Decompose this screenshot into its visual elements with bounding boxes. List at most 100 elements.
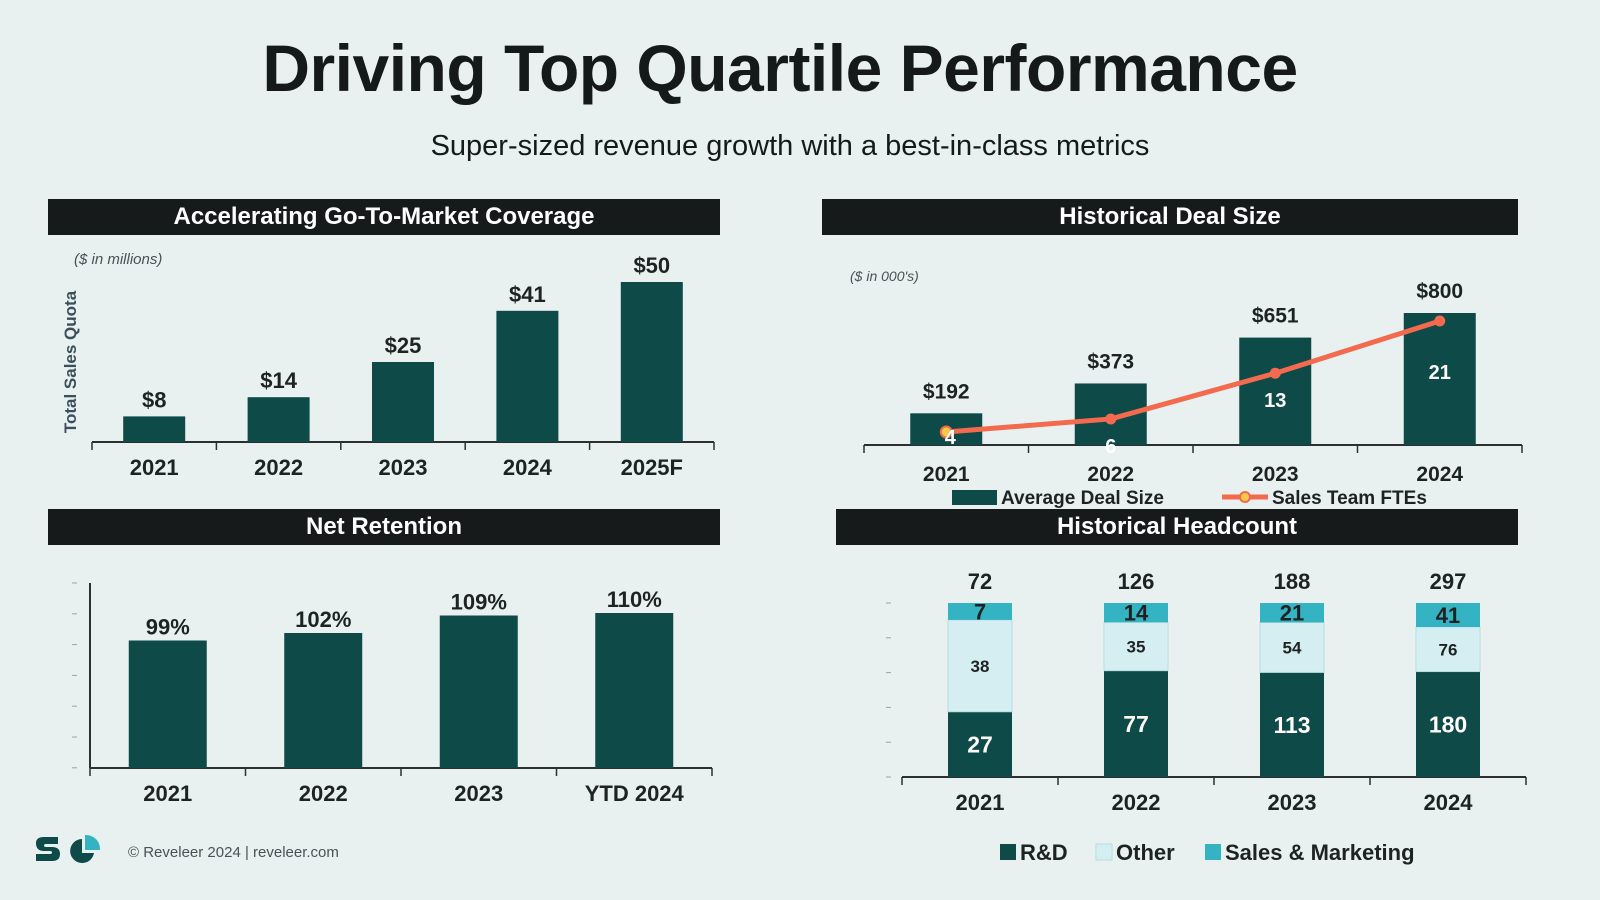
- headcount-label-other: 76: [1439, 640, 1458, 659]
- headcount-bar-rd: [1416, 671, 1480, 777]
- company-logo: [34, 833, 104, 872]
- deal-fte-label: 4: [945, 427, 957, 449]
- headcount-bar-sales-marketing: [1416, 603, 1480, 628]
- legend-label-sales-marketing: Sales & Marketing: [1225, 840, 1415, 865]
- deal-fte-line: [946, 318, 1441, 435]
- deal-data-label: $651: [1252, 305, 1299, 328]
- headcount-label-other: 38: [971, 657, 990, 676]
- headcount-label-rd: 77: [1123, 711, 1149, 737]
- deal-x-tick-label: 2023: [1252, 463, 1299, 486]
- legend-swatch-sales-marketing: [1205, 844, 1221, 860]
- retention-x-tick-label: 2021: [143, 781, 192, 806]
- gtm-data-label: $25: [385, 333, 422, 358]
- page-title: Driving Top Quartile Performance: [262, 31, 1298, 105]
- retention-bar: [439, 615, 518, 768]
- retention-bar: [595, 613, 674, 768]
- gtm-x-tick-label: 2022: [254, 455, 303, 480]
- deal-data-label: $800: [1416, 280, 1463, 303]
- headcount-total-label: 72: [968, 569, 992, 594]
- headcount-label-sales-marketing: 7: [974, 599, 986, 624]
- deal-fte-point: [1269, 367, 1281, 379]
- deal-panel-header: Historical Deal Size: [822, 199, 1518, 235]
- legend-swatch-average-deal-size: [952, 490, 997, 505]
- deal-fte-label: 21: [1429, 362, 1451, 384]
- headcount-panel-header: Historical Headcount: [836, 509, 1518, 545]
- headcount-bar-other: [1103, 621, 1169, 672]
- gtm-x-tick-label: 2023: [379, 455, 428, 480]
- gtm-x-tick-label: 2021: [130, 455, 179, 480]
- retention-x-tick-label: YTD 2024: [585, 781, 685, 806]
- gtm-y-axis-label: Total Sales Quota: [61, 290, 80, 433]
- headcount-bar-other: [1415, 626, 1481, 673]
- footer-copyright: © Reveleer 2024 | reveleer.com: [128, 844, 339, 861]
- headcount-bar-rd: [1260, 672, 1324, 777]
- legend-marker-sales-team-ftes: [1239, 491, 1251, 503]
- headcount-bar-rd: [948, 711, 1012, 777]
- headcount-x-tick-label: 2023: [1268, 790, 1317, 815]
- retention-panel-header: Net Retention: [48, 509, 720, 545]
- headcount-x-tick-label: 2022: [1112, 790, 1161, 815]
- headcount-x-tick-label: 2024: [1424, 790, 1474, 815]
- retention-data-label: 109%: [451, 590, 507, 615]
- gtm-data-label: $8: [142, 387, 166, 412]
- headcount-label-other: 35: [1127, 638, 1146, 657]
- deal-fte-label: 13: [1264, 390, 1286, 412]
- legend-swatch-other: [1095, 843, 1113, 861]
- headcount-label-rd: 180: [1429, 712, 1467, 738]
- gtm-data-label: $50: [633, 253, 670, 278]
- deal-unit-note: ($ in 000's): [850, 268, 919, 284]
- gtm-unit-note: ($ in millions): [74, 251, 162, 268]
- legend-label-sales-team-ftes: Sales Team FTEs: [1272, 488, 1427, 509]
- retention-data-label: 110%: [607, 587, 662, 612]
- headcount-total-label: 126: [1118, 569, 1155, 594]
- legend-label-average-deal-size: Average Deal Size: [1001, 488, 1164, 509]
- headcount-total-label: 188: [1274, 569, 1311, 594]
- gtm-bar: [496, 310, 559, 442]
- headcount-label-sales-marketing: 21: [1280, 601, 1304, 626]
- gtm-bar: [123, 416, 186, 442]
- deal-x-tick-label: 2021: [923, 463, 970, 486]
- headcount-bar-rd: [1104, 670, 1168, 777]
- gtm-bar: [620, 282, 683, 442]
- gtm-panel-header: Accelerating Go-To-Market Coverage: [48, 199, 720, 235]
- legend-label-other: Other: [1116, 840, 1175, 865]
- retention-x-tick-label: 2022: [299, 781, 348, 806]
- headcount-label-sales-marketing: 14: [1124, 601, 1149, 626]
- headcount-label-rd: 113: [1273, 712, 1310, 738]
- retention-data-label: 99%: [146, 615, 190, 640]
- headcount-label-rd: 27: [967, 732, 993, 758]
- deal-data-label: $192: [923, 380, 970, 403]
- deal-x-tick-label: 2024: [1416, 463, 1463, 486]
- deal-fte-point: [1105, 413, 1117, 425]
- gtm-data-label: $14: [260, 368, 297, 393]
- gtm-data-label: $41: [509, 282, 546, 307]
- retention-data-label: 102%: [295, 607, 351, 632]
- headcount-bar-other: [1259, 621, 1325, 673]
- deal-data-label: $373: [1087, 350, 1134, 373]
- deal-bar: [1239, 337, 1312, 445]
- headcount-label-sales-marketing: 41: [1436, 603, 1460, 628]
- page-subtitle: Super-sized revenue growth with a best-i…: [430, 130, 1150, 162]
- headcount-bar-sales-marketing: [1260, 603, 1324, 623]
- headcount-total-label: 297: [1430, 569, 1467, 594]
- deal-fte-point: [939, 425, 953, 439]
- deal-fte-label: 6: [1105, 436, 1116, 458]
- legend-swatch-rd: [1000, 844, 1016, 860]
- headcount-label-other: 54: [1283, 639, 1302, 658]
- deal-fte-point: [1434, 315, 1446, 327]
- gtm-bar: [372, 362, 434, 442]
- deal-bar: [1403, 313, 1476, 445]
- gtm-x-tick-label: 2024: [503, 455, 553, 480]
- retention-bar: [284, 633, 363, 768]
- gtm-x-tick-label: 2025F: [621, 455, 683, 480]
- legend-label-rd: R&D: [1020, 840, 1068, 865]
- headcount-bar-sales-marketing: [948, 603, 1012, 620]
- gtm-bar: [247, 397, 310, 442]
- deal-x-tick-label: 2022: [1087, 463, 1134, 486]
- retention-bar: [128, 640, 207, 768]
- retention-x-tick-label: 2023: [454, 781, 503, 806]
- sc-logo-icon: [36, 834, 101, 863]
- headcount-bar-sales-marketing: [1104, 603, 1168, 623]
- headcount-x-tick-label: 2021: [956, 790, 1005, 815]
